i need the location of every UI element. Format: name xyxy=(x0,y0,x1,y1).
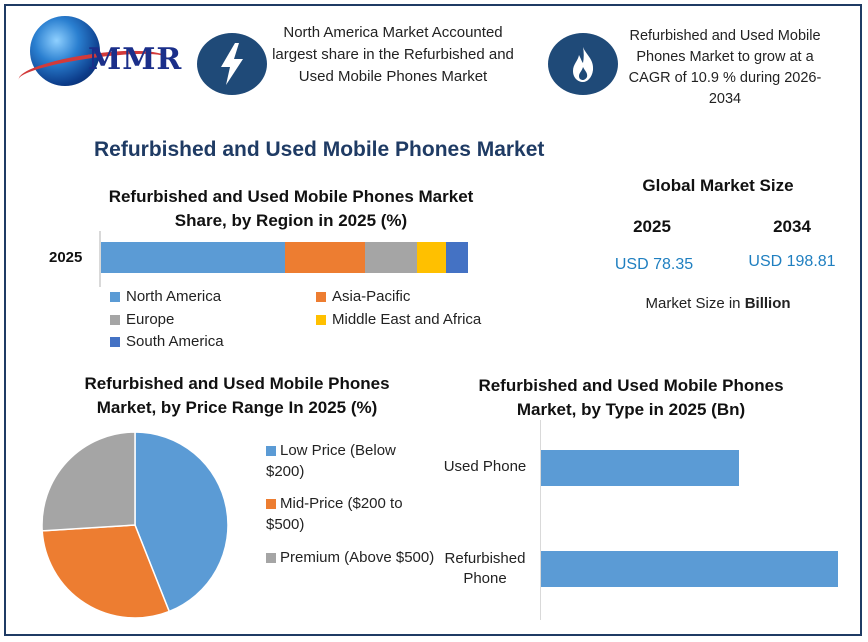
market-size-unit-note: Market Size in Billion xyxy=(600,295,836,312)
region-chart-title: Refurbished and Used Mobile Phones Marke… xyxy=(108,187,474,230)
global-market-title: Global Market Size xyxy=(642,176,794,195)
globe-logo-icon xyxy=(30,16,100,86)
legend-swatch xyxy=(316,314,326,325)
logo-text: MMR xyxy=(88,42,183,77)
header-cagr-text: Refurbished and Used Mobile Phones Marke… xyxy=(628,28,822,107)
legend-label: Premium (Above $500) xyxy=(280,549,435,566)
market-value-2034: USD 198.81 xyxy=(748,253,836,270)
pie-slice-mid-price xyxy=(41,524,171,619)
legend-label: Mid-Price ($200 to $500) xyxy=(266,495,403,533)
pie-legend-mid-price: Mid-Price ($200 to $500) xyxy=(266,493,436,535)
legend-asia-pacific: Asia-Pacific xyxy=(316,288,410,305)
price-range-chart-title: Refurbished and Used Mobile Phones Marke… xyxy=(84,374,390,417)
legend-swatch xyxy=(266,446,276,457)
legend-label: North America xyxy=(126,288,222,305)
legend-label: Europe xyxy=(126,311,175,328)
pie-legend-low-price: Low Price (Below $200) xyxy=(266,440,436,482)
legend-europe: Europe xyxy=(110,311,174,328)
type-chart-title: Refurbished and Used Mobile Phones Marke… xyxy=(478,376,784,419)
legend-label: Middle East and Africa xyxy=(332,311,482,328)
region-bar-segment-asia-pacific xyxy=(284,242,366,273)
legend-label: South America xyxy=(126,333,224,350)
legend-south-america: South America xyxy=(110,333,224,350)
region-bar-segment-north-america xyxy=(101,242,285,273)
flame-icon xyxy=(548,33,618,95)
pie-slice-premium xyxy=(41,431,136,532)
legend-middle-east-africa: Middle East and Africa xyxy=(316,311,481,328)
region-bar-segment-south-america xyxy=(445,242,468,273)
price-range-pie-chart xyxy=(41,431,229,619)
type-bar-refurbished-phone xyxy=(541,551,838,587)
pie-legend-premium: Premium (Above $500) xyxy=(266,547,436,568)
legend-swatch xyxy=(266,499,276,510)
legend-swatch xyxy=(266,553,276,564)
main-title: Refurbished and Used Mobile Phones Marke… xyxy=(94,138,545,161)
region-bar-segment-middle-east-and-africa xyxy=(416,242,446,273)
lightning-icon xyxy=(197,33,267,95)
region-bar-segment-europe xyxy=(365,242,417,273)
type-label-used-phone: Used Phone xyxy=(443,458,527,475)
type-axis-line xyxy=(540,420,541,620)
year-2034-label: 2034 xyxy=(773,217,811,236)
market-value-2025: USD 78.35 xyxy=(614,256,694,273)
legend-swatch xyxy=(316,291,326,302)
region-axis-line xyxy=(99,231,101,287)
region-stacked-bar xyxy=(101,242,468,273)
type-bar-used-phone xyxy=(541,450,739,486)
infographic-frame xyxy=(4,4,862,636)
legend-swatch xyxy=(110,291,120,302)
note-unit: Billion xyxy=(744,295,791,312)
type-label-refurbished-phone: Refurbished Phone xyxy=(444,550,526,587)
legend-swatch xyxy=(110,336,120,347)
year-2025-label: 2025 xyxy=(633,217,671,236)
region-bar-year-label: 2025 xyxy=(49,249,83,266)
pie-slice-low xyxy=(134,431,229,613)
legend-swatch xyxy=(110,314,120,325)
header-north-america-text: North America Market Accounted largest s… xyxy=(272,24,514,85)
legend-north-america: North America xyxy=(110,288,221,305)
legend-label: Asia-Pacific xyxy=(332,288,411,305)
legend-label: Low Price (Below $200) xyxy=(266,442,396,480)
note-prefix: Market Size in xyxy=(645,295,745,312)
